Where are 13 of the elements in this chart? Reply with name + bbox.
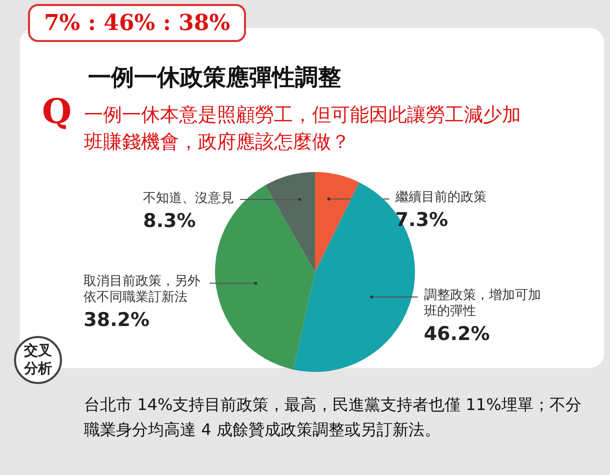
data-label: 38.2% [84, 309, 151, 332]
text: 交叉分析 [14, 336, 62, 384]
slice-label: 不知道、沒意見 [143, 190, 234, 207]
text: 台北市 14%支持目前政策，最高，民進黨支持者也僅 11%埋單；不分職業身分均高達 4 成餘贊成政策調整或另訂新法。 [84, 394, 582, 441]
chart-subtitle: 一例一休本意是照顧勞工，但可能因此讓勞工減少加班賺錢機會，政府應該怎麼做？ [84, 103, 522, 155]
data-label: 8.3% [143, 210, 197, 232]
slice-label: 取消目前政策，另外依不同職業訂新法 [84, 274, 202, 306]
slice-label: 繼續目前的政策 [395, 190, 486, 206]
text: 7% : 46% : 38% [28, 4, 246, 42]
text: Q [42, 92, 72, 132]
data-label: 46.2% [424, 322, 491, 345]
chart-title: 一例一休政策應彈性調整 [88, 64, 341, 93]
slice-label: 調整政策，增加可加班的彈性 [424, 288, 542, 320]
